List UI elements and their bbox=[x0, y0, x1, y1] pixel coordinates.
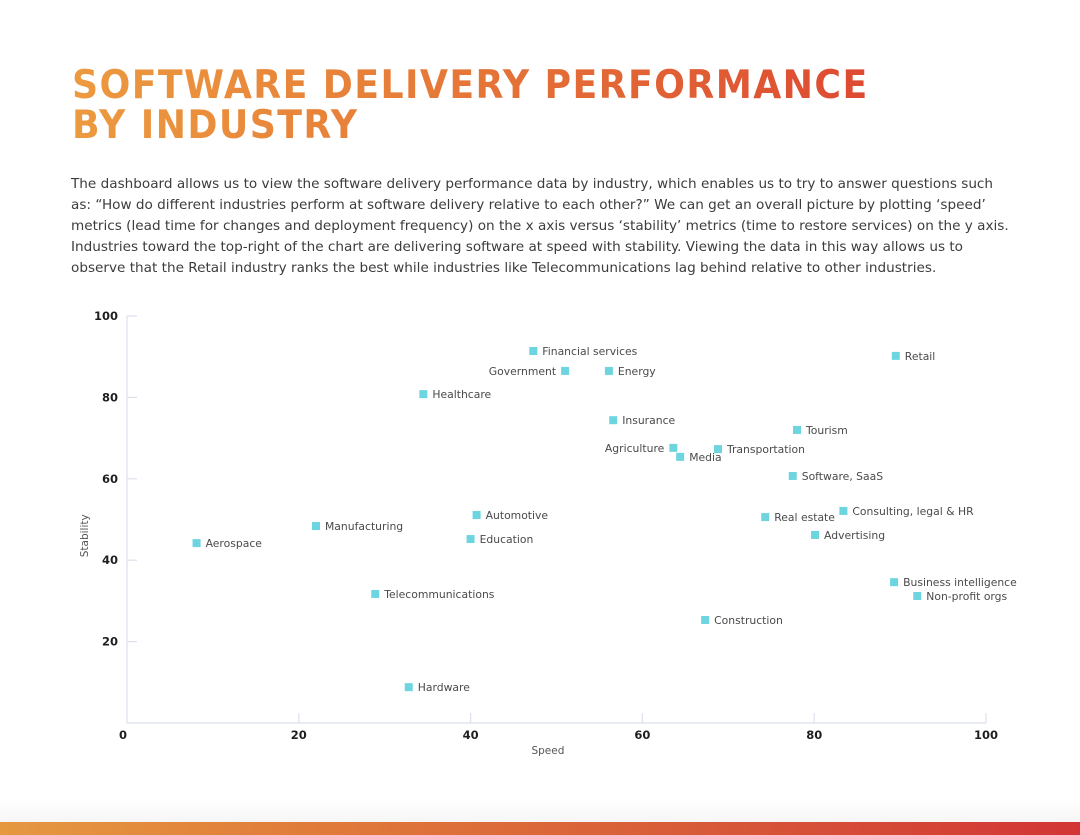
data-point: Tourism bbox=[793, 424, 848, 437]
x-tick-label: 100 bbox=[974, 728, 998, 742]
data-point-label: Transportation bbox=[726, 443, 805, 456]
data-point: Advertising bbox=[811, 529, 885, 542]
data-point-marker bbox=[891, 351, 900, 360]
data-point: Manufacturing bbox=[311, 520, 403, 533]
footer-gradient-bar bbox=[0, 822, 1080, 835]
data-point-label: Government bbox=[489, 365, 556, 378]
data-point-label: Agriculture bbox=[605, 442, 665, 455]
data-point: Energy bbox=[604, 365, 656, 378]
data-point-label: Media bbox=[689, 451, 721, 464]
data-point-marker bbox=[419, 390, 428, 399]
y-tick-label: 80 bbox=[102, 390, 118, 404]
data-point: Business intelligence bbox=[890, 576, 1017, 589]
data-point: Consulting, legal & HR bbox=[839, 505, 974, 518]
data-point-label: Energy bbox=[618, 365, 656, 378]
y-tick-label: 60 bbox=[102, 472, 118, 486]
data-point-marker bbox=[761, 513, 770, 522]
data-point-marker bbox=[713, 445, 722, 454]
data-point: Construction bbox=[701, 614, 783, 627]
data-point-marker bbox=[561, 366, 570, 375]
data-point-marker bbox=[192, 539, 201, 548]
data-point-label: Consulting, legal & HR bbox=[852, 505, 974, 518]
y-tick-label: 100 bbox=[94, 309, 118, 323]
data-point: Hardware bbox=[404, 681, 470, 694]
y-tick-label: 20 bbox=[102, 635, 118, 649]
data-point-label: Hardware bbox=[418, 681, 470, 694]
data-point-marker bbox=[839, 506, 848, 515]
data-point-marker bbox=[404, 683, 413, 692]
data-point-marker bbox=[793, 425, 802, 434]
data-point-marker bbox=[371, 589, 380, 598]
data-point: Agriculture bbox=[605, 442, 678, 455]
data-point-marker bbox=[604, 366, 613, 375]
data-point-marker bbox=[811, 530, 820, 539]
data-point-marker bbox=[701, 616, 710, 625]
data-points: Financial services Government Energy Retail… bbox=[192, 345, 1017, 694]
data-point-label: Construction bbox=[714, 614, 783, 627]
axes: 0 20 40 60 80 100 20 40 60 80 100 bbox=[94, 309, 998, 742]
data-point-label: Financial services bbox=[542, 345, 637, 358]
data-point-label: Retail bbox=[905, 350, 936, 363]
footer-shade bbox=[0, 800, 1080, 822]
data-point-marker bbox=[609, 416, 618, 425]
data-point-label: Advertising bbox=[824, 529, 885, 542]
data-point-label: Education bbox=[480, 533, 534, 546]
data-point: Aerospace bbox=[192, 537, 263, 550]
data-point-label: Aerospace bbox=[206, 537, 263, 550]
data-point-marker bbox=[788, 471, 797, 480]
data-point: Transportation bbox=[713, 443, 805, 456]
data-point: Government bbox=[489, 365, 570, 378]
intro-paragraph: The dashboard allows us to view the soft… bbox=[71, 176, 1009, 276]
data-point: Retail bbox=[891, 350, 936, 363]
data-point: Education bbox=[466, 533, 534, 546]
x-tick-label: 60 bbox=[634, 728, 650, 742]
data-point-marker bbox=[890, 578, 899, 587]
data-point-label: Business intelligence bbox=[903, 576, 1017, 589]
data-point-marker bbox=[913, 592, 922, 601]
data-point-marker bbox=[466, 535, 475, 544]
data-point: Non-profit orgs bbox=[913, 590, 1008, 603]
data-point-label: Real estate bbox=[774, 511, 835, 524]
data-point: Financial services bbox=[529, 345, 638, 358]
y-axis-title: Stability bbox=[79, 514, 91, 557]
data-point: Automotive bbox=[472, 509, 549, 522]
data-point-label: Telecommunications bbox=[383, 588, 495, 601]
x-tick-label: 40 bbox=[463, 728, 479, 742]
data-point-label: Tourism bbox=[805, 424, 848, 437]
data-point: Telecommunications bbox=[371, 588, 495, 601]
data-point-label: Manufacturing bbox=[325, 520, 403, 533]
y-tick-label: 40 bbox=[102, 553, 118, 567]
data-point: Real estate bbox=[761, 511, 835, 524]
data-point-label: Non-profit orgs bbox=[926, 590, 1007, 603]
data-point-marker bbox=[472, 511, 481, 520]
data-point-label: Automotive bbox=[486, 509, 549, 522]
data-point-marker bbox=[529, 347, 538, 356]
data-point: Healthcare bbox=[419, 388, 492, 401]
data-point-marker bbox=[669, 443, 678, 452]
x-tick-label: 20 bbox=[291, 728, 307, 742]
data-point-marker bbox=[311, 522, 320, 531]
x-tick-label: 80 bbox=[806, 728, 822, 742]
data-point: Insurance bbox=[609, 414, 676, 427]
data-point-label: Software, SaaS bbox=[802, 470, 884, 483]
data-point: Media bbox=[676, 451, 722, 464]
data-point: Software, SaaS bbox=[788, 470, 884, 483]
x-tick-label: 0 bbox=[119, 728, 127, 742]
data-point-marker bbox=[676, 452, 685, 461]
x-axis-title: Speed bbox=[531, 745, 564, 757]
scatter-chart: 0 20 40 60 80 100 20 40 60 80 100 Financial servic… bbox=[79, 309, 1017, 757]
data-point-label: Insurance bbox=[622, 414, 675, 427]
data-point-label: Healthcare bbox=[432, 388, 491, 401]
